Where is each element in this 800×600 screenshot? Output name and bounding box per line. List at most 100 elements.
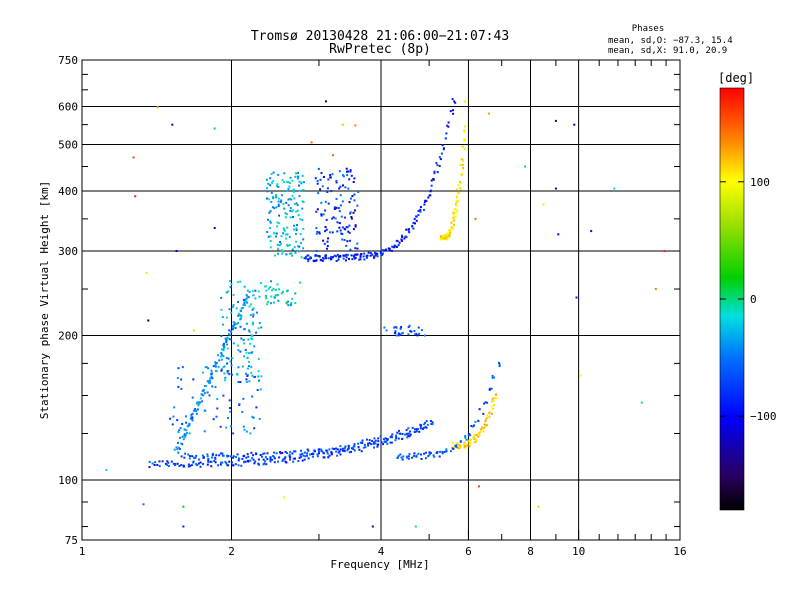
trace-point <box>249 459 252 462</box>
trace-point <box>206 463 209 466</box>
cluster-point <box>228 399 231 402</box>
cluster-point <box>332 216 335 219</box>
trace-point <box>407 455 410 458</box>
trace-point <box>237 459 240 462</box>
cluster-point <box>240 317 243 320</box>
trace-point <box>350 450 352 453</box>
cluster-point <box>287 304 290 307</box>
trace-point <box>200 393 203 396</box>
trace-point <box>353 444 356 447</box>
cluster-point <box>346 170 348 173</box>
cluster-point <box>286 290 288 293</box>
trace-point <box>456 188 459 191</box>
trace-point <box>376 445 379 448</box>
cluster-point <box>247 365 250 368</box>
trace-point <box>417 452 420 455</box>
cluster-point <box>398 333 401 336</box>
trace-point <box>216 354 219 357</box>
trace-point <box>245 297 248 300</box>
trace-point <box>322 257 324 260</box>
cluster-point <box>320 214 323 217</box>
trace-point <box>246 453 249 455</box>
trace-point <box>178 465 181 467</box>
trace-point <box>297 460 300 462</box>
trace-point <box>463 129 466 132</box>
trace-point <box>429 420 432 422</box>
cluster-point <box>354 247 357 250</box>
isolated-point <box>663 250 666 252</box>
cluster-point <box>245 378 248 381</box>
cluster-point <box>346 226 349 229</box>
trace-point <box>457 183 460 186</box>
trace-point <box>353 449 356 452</box>
trace-point <box>488 387 491 390</box>
trace-point <box>397 437 400 440</box>
trace-point <box>316 254 319 257</box>
cluster-point <box>242 339 245 341</box>
isolated-point <box>573 123 576 126</box>
cluster-point <box>417 326 420 329</box>
trace-point <box>250 451 253 454</box>
trace-point <box>318 448 321 451</box>
trace-point <box>436 171 439 174</box>
isolated-point <box>325 100 327 103</box>
cluster-point <box>267 287 270 290</box>
trace-point <box>385 440 387 443</box>
trace-point <box>158 460 161 463</box>
trace-point <box>414 431 417 433</box>
trace-point <box>195 454 198 457</box>
trace-point <box>441 452 444 455</box>
cluster-point <box>295 233 297 236</box>
cluster-point <box>245 351 248 354</box>
trace-point <box>462 159 464 162</box>
trace-point <box>258 463 260 466</box>
cluster-point <box>229 407 232 410</box>
cluster-point <box>277 299 280 302</box>
cluster-point <box>237 300 240 303</box>
trace-point <box>148 466 151 469</box>
trace-point <box>431 421 434 424</box>
trace-point <box>411 426 414 429</box>
cluster-point <box>346 174 349 176</box>
trace-point <box>473 434 476 437</box>
trace-point <box>482 412 485 415</box>
trace-point <box>309 256 312 259</box>
cluster-point <box>243 428 246 431</box>
cluster-point <box>335 181 338 184</box>
trace-point <box>241 307 244 309</box>
cluster-point <box>268 227 271 230</box>
trace-point <box>318 450 321 453</box>
cluster-point <box>223 342 225 345</box>
trace-point <box>351 258 354 261</box>
trace-point <box>382 249 385 252</box>
trace-point <box>464 435 467 437</box>
trace-point <box>273 457 276 460</box>
cluster-point <box>292 190 295 193</box>
cluster-point <box>232 294 235 297</box>
trace-point <box>393 246 396 249</box>
cluster-point <box>335 197 338 200</box>
trace-point <box>214 456 217 459</box>
cluster-point <box>394 330 397 333</box>
trace-point <box>299 453 302 456</box>
cluster-point <box>343 227 346 230</box>
trace-point <box>439 236 442 239</box>
cluster-point <box>323 242 326 245</box>
trace-point <box>244 460 247 463</box>
trace-point <box>425 420 428 423</box>
cluster-point <box>320 213 323 216</box>
cluster-point <box>288 182 291 185</box>
trace-point <box>488 388 491 391</box>
cluster-point <box>215 370 218 373</box>
cluster-point <box>245 430 248 433</box>
cluster-point <box>286 243 289 246</box>
cluster-point <box>288 197 291 200</box>
cluster-point <box>326 240 329 243</box>
cluster-point <box>301 219 304 221</box>
trace-point <box>215 361 218 364</box>
trace-point <box>226 336 229 339</box>
cluster-point <box>249 432 252 435</box>
trace-point <box>373 437 376 440</box>
cluster-point <box>244 298 247 301</box>
trace-point <box>307 457 310 460</box>
